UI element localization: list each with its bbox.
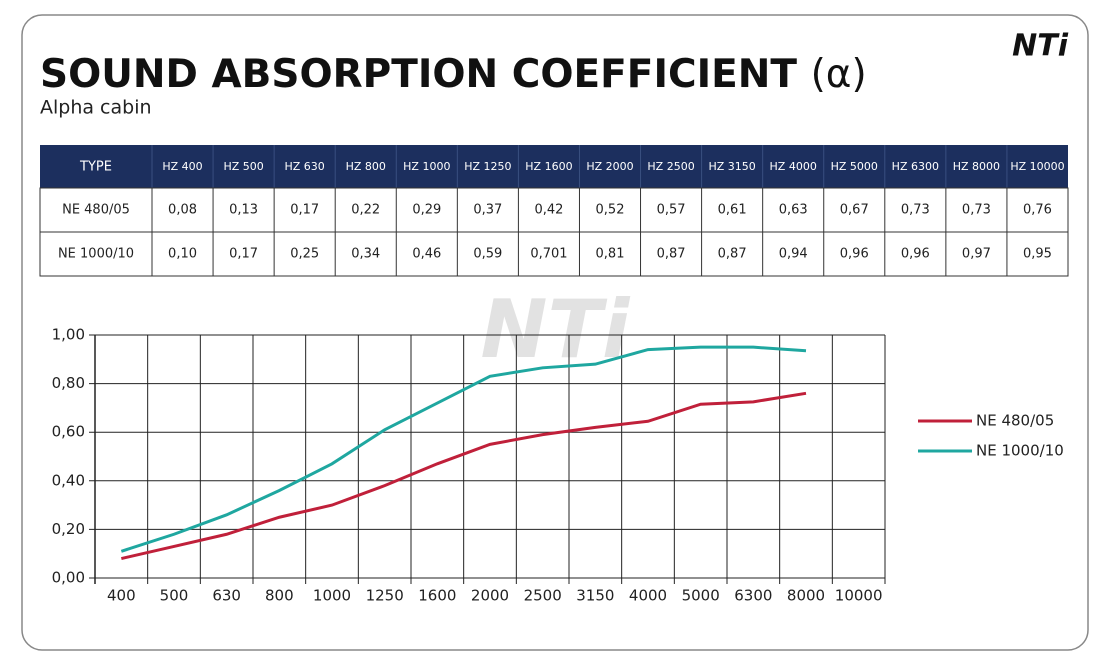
column-header: HZ 2500 [647, 160, 694, 173]
y-tick-label: 0,20 [52, 520, 85, 538]
x-tick-label: 2000 [471, 587, 509, 605]
x-tick-label: 10000 [835, 587, 883, 605]
column-header: HZ 3150 [708, 160, 755, 173]
series-line [120, 391, 807, 561]
column-header: HZ 4000 [770, 160, 817, 173]
y-tick-label: 1,00 [52, 326, 85, 344]
table-cell: 0,76 [1023, 203, 1052, 218]
table-cell: 0,42 [534, 203, 563, 218]
column-header: HZ 800 [346, 160, 386, 173]
table-cell: 0,67 [840, 203, 869, 218]
table-cell: 0,95 [1023, 247, 1052, 262]
x-tick-label: 630 [212, 587, 241, 605]
subtitle: Alpha cabin [40, 97, 152, 119]
x-tick-label: 4000 [629, 587, 667, 605]
table-cell: 0,97 [962, 247, 991, 262]
table-cell: 0,94 [779, 247, 808, 262]
table-cell: 0,87 [718, 247, 747, 262]
x-tick-label: 500 [160, 587, 189, 605]
x-tick-label: 400 [107, 587, 136, 605]
table-cell: 0,13 [229, 203, 258, 218]
x-tick-label: 1000 [313, 587, 351, 605]
x-tick-label: 1600 [418, 587, 456, 605]
column-header: HZ 1000 [403, 160, 450, 173]
table-row [39, 187, 1069, 233]
table-cell: 0,10 [168, 247, 197, 262]
y-tick-label: 0,00 [52, 569, 85, 587]
title-text: SOUND ABSORPTION COEFFICIENT [40, 52, 797, 97]
column-header: HZ 6300 [892, 160, 939, 173]
table-cell: 0,81 [596, 247, 625, 262]
table-cell: 0,46 [412, 247, 441, 262]
x-tick-label: 1250 [366, 587, 404, 605]
table-cell: NE 1000/10 [58, 247, 134, 262]
column-header: HZ 500 [223, 160, 263, 173]
column-header: HZ 5000 [831, 160, 878, 173]
table-cell: 0,96 [840, 247, 869, 262]
title-symbol: (α) [811, 52, 867, 97]
table-cell: 0,701 [530, 247, 567, 262]
legend-label: NE 480/05 [976, 412, 1054, 430]
table-cell: 0,59 [473, 247, 502, 262]
table-cell: 0,87 [657, 247, 686, 262]
table-cell: NE 480/05 [62, 203, 130, 218]
y-tick-label: 0,60 [52, 423, 85, 441]
table-cell: 0,37 [473, 203, 502, 218]
table-cell: 0,17 [229, 247, 258, 262]
column-header: TYPE [79, 160, 112, 175]
x-tick-label: 5000 [682, 587, 720, 605]
table-row [39, 231, 1069, 277]
y-tick-label: 0,40 [52, 471, 85, 489]
column-header: HZ 400 [162, 160, 202, 173]
table-cell: 0,25 [290, 247, 319, 262]
table-cell: 0,29 [412, 203, 441, 218]
column-header: HZ 1250 [464, 160, 511, 173]
x-tick-label: 2500 [524, 587, 562, 605]
table-cell: 0,96 [901, 247, 930, 262]
y-tick-label: 0,80 [52, 374, 85, 392]
table-cell: 0,52 [596, 203, 625, 218]
column-header: HZ 8000 [953, 160, 1000, 173]
table-cell: 0,63 [779, 203, 808, 218]
legend-label: NE 1000/10 [976, 442, 1064, 460]
x-tick-label: 8000 [787, 587, 825, 605]
table-header-bg [40, 145, 1068, 188]
column-header: HZ 630 [285, 160, 325, 173]
table-cell: 0,73 [901, 203, 930, 218]
table-cell: 0,34 [351, 247, 380, 262]
title: SOUND ABSORPTION COEFFICIENT (α) [40, 52, 867, 97]
column-header: HZ 2000 [586, 160, 633, 173]
table-cell: 0,17 [290, 203, 319, 218]
chart: 0,00 0,20 0,40 0,60 0,80 1,00 400 500 630 800 1000… [52, 326, 1064, 605]
series-line [120, 345, 807, 553]
x-tick-label: 6300 [734, 587, 772, 605]
logo: NTi [1012, 29, 1069, 64]
x-tick-label: 800 [265, 587, 294, 605]
column-header: HZ 1600 [525, 160, 572, 173]
table-cell: 0,57 [657, 203, 686, 218]
table: TYPE HZ 400 HZ 500 HZ 630 HZ 800 HZ 1000 HZ 12… [39, 145, 1069, 277]
table-cell: 0,08 [168, 203, 197, 218]
table-cell: 0,22 [351, 203, 380, 218]
table-cell: 0,73 [962, 203, 991, 218]
table-cell: 0,61 [718, 203, 747, 218]
x-tick-label: 3150 [576, 587, 614, 605]
column-header: HZ 10000 [1010, 160, 1064, 173]
